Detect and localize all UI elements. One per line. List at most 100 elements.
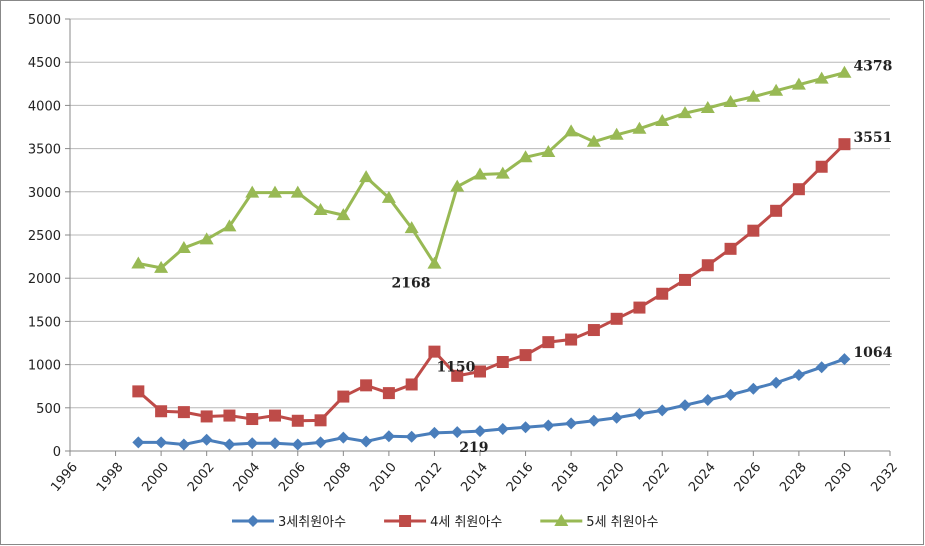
marker xyxy=(247,515,259,527)
marker xyxy=(633,301,646,314)
legend-label: 5세 취원아수 xyxy=(586,515,658,530)
marker xyxy=(610,411,623,424)
marker xyxy=(155,405,168,418)
marker xyxy=(770,204,783,217)
marker xyxy=(769,83,784,96)
marker xyxy=(131,256,146,269)
marker xyxy=(724,388,737,401)
marker xyxy=(132,436,145,449)
marker xyxy=(337,431,350,444)
marker xyxy=(700,100,715,113)
marker xyxy=(155,436,168,449)
marker xyxy=(747,224,760,237)
marker xyxy=(428,426,441,439)
y-tick-label: 1500 xyxy=(28,315,61,330)
marker xyxy=(223,438,236,451)
marker xyxy=(360,435,373,448)
data-label: 3551 xyxy=(853,130,892,146)
marker xyxy=(565,417,578,430)
marker xyxy=(381,190,396,203)
marker xyxy=(246,437,259,450)
marker xyxy=(314,436,327,449)
marker xyxy=(678,106,692,119)
marker xyxy=(633,407,646,420)
marker xyxy=(587,324,600,337)
marker xyxy=(290,185,305,198)
marker xyxy=(268,185,282,198)
data-label: 1150 xyxy=(436,360,475,376)
marker xyxy=(565,333,578,346)
marker xyxy=(269,409,281,422)
marker xyxy=(747,382,760,395)
y-tick-label: 0 xyxy=(53,445,61,460)
marker xyxy=(837,65,852,78)
marker xyxy=(176,240,191,253)
y-tick-label: 3500 xyxy=(28,143,61,158)
y-tick-label: 1000 xyxy=(28,359,61,374)
marker xyxy=(245,185,260,198)
data-label: 1064 xyxy=(853,345,892,361)
marker xyxy=(587,414,600,427)
marker xyxy=(427,256,442,269)
marker xyxy=(792,368,805,381)
marker xyxy=(269,437,281,450)
marker xyxy=(656,404,669,417)
marker xyxy=(541,145,556,158)
marker xyxy=(291,438,304,451)
marker xyxy=(518,150,533,163)
y-tick-label: 5000 xyxy=(28,13,61,28)
marker xyxy=(132,385,145,398)
marker xyxy=(679,399,691,412)
marker xyxy=(723,94,738,107)
y-tick-label: 500 xyxy=(36,402,61,417)
marker xyxy=(838,138,851,151)
marker xyxy=(610,312,623,325)
marker xyxy=(656,287,669,300)
marker xyxy=(496,422,509,435)
marker xyxy=(399,515,412,527)
data-label: 4378 xyxy=(853,59,892,75)
marker xyxy=(791,77,806,90)
y-tick-label: 2500 xyxy=(28,229,61,244)
marker xyxy=(724,242,737,255)
marker xyxy=(554,514,569,526)
marker xyxy=(542,336,555,349)
marker xyxy=(519,421,532,434)
marker xyxy=(382,430,395,443)
marker xyxy=(815,361,828,374)
y-tick-label: 4500 xyxy=(28,56,61,71)
marker xyxy=(450,179,465,192)
marker xyxy=(814,71,829,84)
marker xyxy=(679,273,691,286)
marker xyxy=(564,124,579,137)
marker xyxy=(360,379,373,392)
marker xyxy=(177,406,190,419)
marker xyxy=(609,127,624,140)
marker xyxy=(405,378,418,391)
legend-label: 4세 취원아수 xyxy=(430,515,502,530)
marker xyxy=(519,349,532,362)
marker xyxy=(200,410,213,423)
marker xyxy=(792,183,805,196)
marker xyxy=(838,353,851,366)
marker xyxy=(632,121,647,134)
marker xyxy=(701,259,714,272)
marker xyxy=(496,356,509,369)
marker xyxy=(336,208,351,221)
marker xyxy=(815,160,828,173)
y-tick-label: 2000 xyxy=(28,272,61,287)
data-label: 2168 xyxy=(391,276,430,292)
marker xyxy=(200,433,213,446)
marker xyxy=(474,425,486,438)
marker xyxy=(495,166,510,179)
marker xyxy=(655,113,670,126)
marker xyxy=(770,376,783,389)
marker xyxy=(451,369,464,382)
marker xyxy=(701,394,714,407)
marker xyxy=(246,413,259,426)
marker xyxy=(474,365,486,378)
marker xyxy=(177,438,190,451)
marker xyxy=(382,387,395,400)
